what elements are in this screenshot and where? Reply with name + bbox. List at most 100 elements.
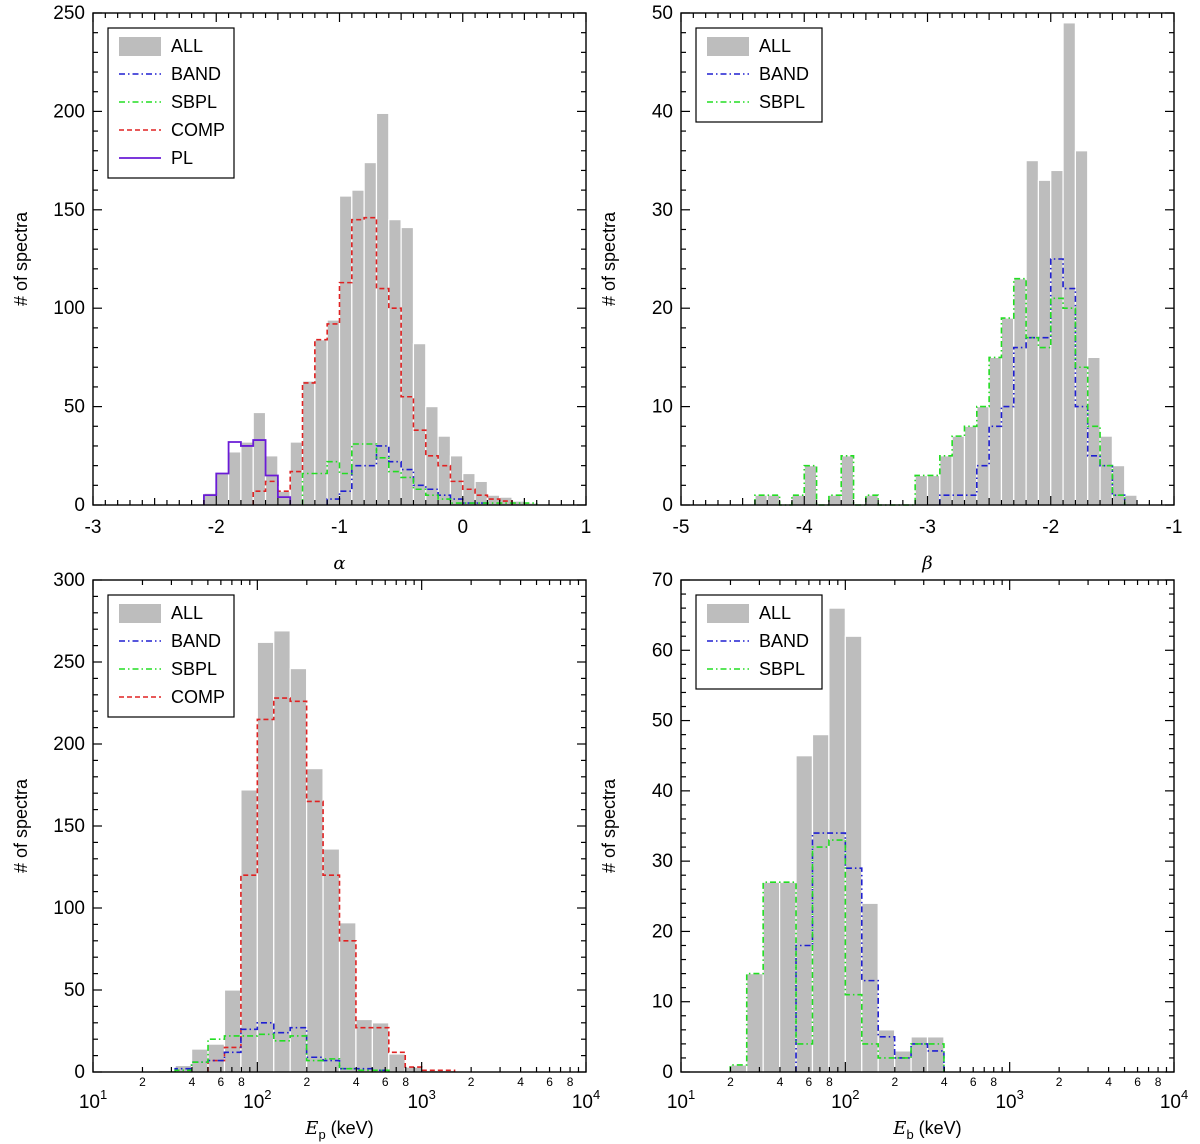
xtick-minor-label-eb: 6 [806, 1075, 813, 1089]
legend-label-all: ALL [759, 36, 791, 56]
bar-all-beta-26 [1074, 150, 1089, 506]
xtick-label-eb: 103 [995, 1087, 1023, 1113]
bar-all-eb-10 [894, 1050, 912, 1073]
series-sbpl-eb [729, 839, 945, 1072]
bar-all-beta-7 [840, 455, 855, 506]
panel-beta: 0 10 20 30 40 50 -5 -4 -3 -2 -1 β # of spectra ALL BAN… [599, 3, 1182, 574]
xtick-minor-label-ep: 4 [517, 1075, 524, 1089]
bar-all-beta-4 [803, 465, 818, 506]
ytick-label-beta: 20 [652, 298, 673, 319]
xtick-label-beta: -3 [919, 517, 936, 538]
bar-all-ep-10 [322, 848, 341, 1073]
bar-all-beta-20 [1000, 317, 1015, 506]
bar-all-beta-30 [1124, 494, 1138, 506]
bar-all-beta-15 [939, 455, 953, 506]
xtick-label-beta: -4 [796, 517, 813, 538]
legend-label-comp: COMP [171, 120, 225, 140]
ytick-label-ep: 50 [64, 980, 85, 1001]
ytick-label-beta: 0 [662, 495, 673, 516]
x-axis-label-beta: β [921, 553, 932, 574]
x-axis-label-alpha: α [333, 553, 345, 574]
xtick-label-alpha: 1 [581, 517, 592, 538]
bar-all-alpha-8 [301, 380, 316, 506]
bar-all-alpha-16 [400, 226, 415, 506]
ytick-label-alpha: 50 [64, 397, 85, 418]
series-band-eb [795, 832, 945, 1072]
bar-all-beta-19 [988, 356, 1003, 506]
bar-all-beta-0 [754, 494, 768, 506]
ytick-label-eb: 70 [652, 570, 673, 591]
xtick-label-ep: 101 [79, 1087, 107, 1113]
legend-label-sbpl: SBPL [759, 659, 805, 679]
bar-all-eb-5 [811, 734, 830, 1073]
ytick-label-ep: 100 [53, 898, 85, 919]
legend-label-comp: COMP [171, 687, 225, 707]
ytick-label-alpha: 200 [53, 101, 85, 122]
bar-all-alpha-11 [338, 195, 353, 506]
xtick-minor-label-ep: 2 [468, 1075, 475, 1089]
xtick-minor-label-eb: 4 [777, 1075, 784, 1089]
ytick-label-alpha: 250 [53, 3, 85, 24]
legend-label-sbpl: SBPL [171, 92, 217, 112]
xtick-label-ep: 102 [243, 1087, 271, 1113]
ytick-label-ep: 250 [53, 652, 85, 673]
xtick-minor-label-ep: 4 [353, 1075, 360, 1089]
bar-all-beta-22 [1025, 160, 1040, 506]
bar-all-eb-7 [844, 635, 863, 1073]
xtick-minor-label-eb: 2 [727, 1075, 734, 1089]
ytick-label-alpha: 150 [53, 200, 85, 221]
bar-all-beta-3 [791, 494, 805, 506]
xtick-minor-label-eb: 8 [1155, 1075, 1162, 1089]
legend-label-sbpl: SBPL [171, 659, 217, 679]
bar-all-beta-17 [963, 425, 978, 506]
xtick-label-beta: -2 [1042, 517, 1059, 538]
series-sbpl-ep [174, 1033, 390, 1072]
bar-all-ep-6 [256, 641, 275, 1073]
bar-all-beta-27 [1087, 356, 1101, 506]
legend-swatch-all [707, 604, 749, 623]
xtick-minor-label-ep: 2 [139, 1075, 146, 1089]
bar-all-eb-1 [746, 972, 764, 1073]
legend-label-band: BAND [171, 631, 221, 651]
xtick-minor-label-eb: 8 [826, 1075, 833, 1089]
bar-all-alpha-12 [351, 189, 365, 506]
legend-swatch-all [119, 604, 161, 623]
bar-all-ep-9 [306, 767, 324, 1073]
bar-all-alpha-20 [449, 455, 464, 506]
bar-all-beta-24 [1050, 169, 1064, 506]
xtick-label-eb: 104 [1160, 1087, 1188, 1113]
y-axis-label-eb: # of spectra [599, 778, 619, 873]
ytick-label-beta: 30 [652, 200, 673, 221]
bar-all-alpha-2 [227, 451, 242, 506]
y-axis-label-beta: # of spectra [599, 211, 619, 306]
ytick-label-eb: 60 [652, 640, 673, 661]
series-comp-ep [207, 697, 456, 1072]
bar-all-alpha-7 [289, 441, 304, 506]
bar-all-beta-9 [865, 494, 879, 506]
legend-label-all: ALL [171, 603, 203, 623]
bar-all-beta-14 [926, 474, 941, 506]
legend-swatch-all [707, 37, 749, 56]
bar-all-ep-2 [191, 1048, 209, 1073]
bar-all-ep-3 [207, 1043, 226, 1073]
xtick-label-alpha: -2 [208, 517, 225, 538]
xtick-minor-label-ep: 6 [218, 1075, 225, 1089]
bar-all-ep-4 [223, 989, 242, 1073]
bar-all-alpha-6 [277, 490, 291, 506]
y-axis-label-alpha: # of spectra [11, 211, 31, 306]
xtick-minor-label-ep: 4 [189, 1075, 196, 1089]
xtick-minor-label-eb: 2 [891, 1075, 898, 1089]
bar-all-eb-2 [762, 881, 781, 1073]
xtick-minor-label-ep: 8 [567, 1075, 574, 1089]
y-axis-label-ep: # of spectra [11, 778, 31, 873]
ytick-label-beta: 50 [652, 3, 673, 24]
legend-label-band: BAND [171, 64, 221, 84]
xtick-label-eb: 101 [667, 1087, 695, 1113]
xtick-minor-label-ep: 6 [382, 1075, 389, 1089]
bar-all-beta-18 [976, 406, 990, 506]
bar-all-ep-11 [338, 922, 357, 1073]
bar-all-beta-6 [828, 494, 842, 506]
xtick-minor-label-ep: 6 [546, 1075, 553, 1089]
